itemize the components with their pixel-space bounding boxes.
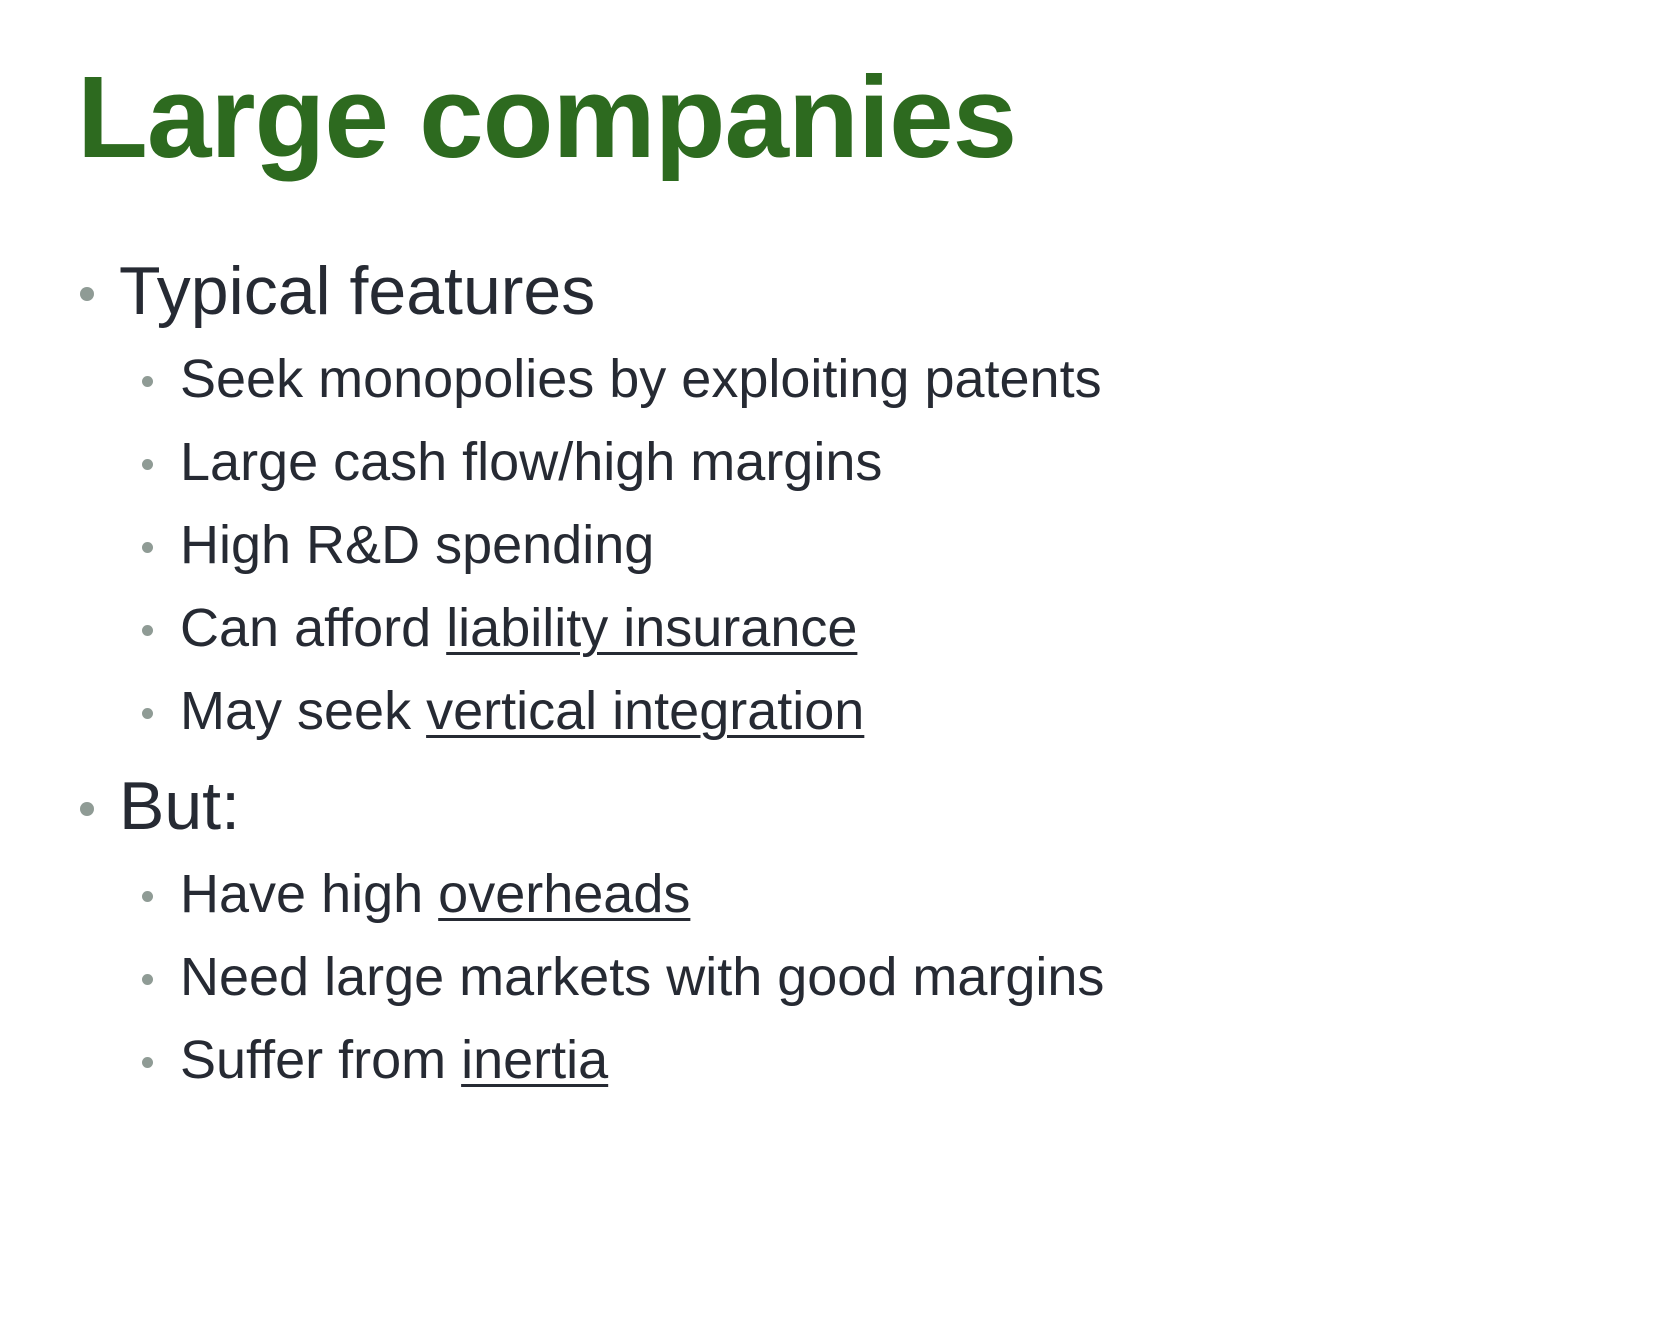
- list-item-text: Suffer from: [180, 1030, 462, 1090]
- slide-title: Large companies: [77, 52, 1017, 182]
- bullet-dot-icon: [80, 287, 94, 301]
- sub-list-typical-features: Seek monopolies by exploiting patents La…: [0, 338, 1660, 753]
- list-item: Have high overheads: [0, 853, 1660, 936]
- bullet-heading: But:: [119, 768, 240, 844]
- list-item-text: May seek: [180, 681, 427, 741]
- bullet-item-typical-features: Typical features: [0, 252, 1660, 330]
- list-item: High R&D spending: [0, 504, 1660, 587]
- bullet-dot-icon: [142, 1057, 153, 1068]
- list-item: Large cash flow/high margins: [0, 421, 1660, 504]
- bullet-item-but: But:: [0, 767, 1660, 845]
- list-item: Can afford liability insurance: [0, 587, 1660, 670]
- bullet-dot-icon: [142, 542, 153, 553]
- list-item: Seek monopolies by exploiting patents: [0, 338, 1660, 421]
- bullet-list: Typical features Seek monopolies by expl…: [0, 252, 1660, 1102]
- list-item: May seek vertical integration: [0, 670, 1660, 753]
- list-item-text: Have high: [180, 864, 439, 924]
- link-overheads[interactable]: overheads: [438, 864, 691, 924]
- bullet-dot-icon: [142, 708, 153, 719]
- bullet-dot-icon: [142, 891, 153, 902]
- bullet-dot-icon: [142, 376, 153, 387]
- list-item-text: Need large markets with good margins: [180, 947, 1105, 1007]
- list-item-text: High R&D spending: [180, 515, 655, 575]
- sub-list-but: Have high overheads Need large markets w…: [0, 853, 1660, 1102]
- bullet-dot-icon: [142, 459, 153, 470]
- bullet-dot-icon: [142, 625, 153, 636]
- bullet-dot-icon: [80, 802, 94, 816]
- link-liability-insurance[interactable]: liability insurance: [446, 598, 858, 658]
- bullet-heading: Typical features: [119, 253, 596, 329]
- bullet-dot-icon: [142, 974, 153, 985]
- list-item-text: Large cash flow/high margins: [180, 432, 883, 492]
- list-item: Need large markets with good margins: [0, 936, 1660, 1019]
- link-vertical-integration[interactable]: vertical integration: [426, 681, 865, 741]
- list-item-text: Seek monopolies by exploiting patents: [180, 349, 1102, 409]
- list-item-text: Can afford: [180, 598, 447, 658]
- list-item: Suffer from inertia: [0, 1019, 1660, 1102]
- link-inertia[interactable]: inertia: [461, 1030, 609, 1090]
